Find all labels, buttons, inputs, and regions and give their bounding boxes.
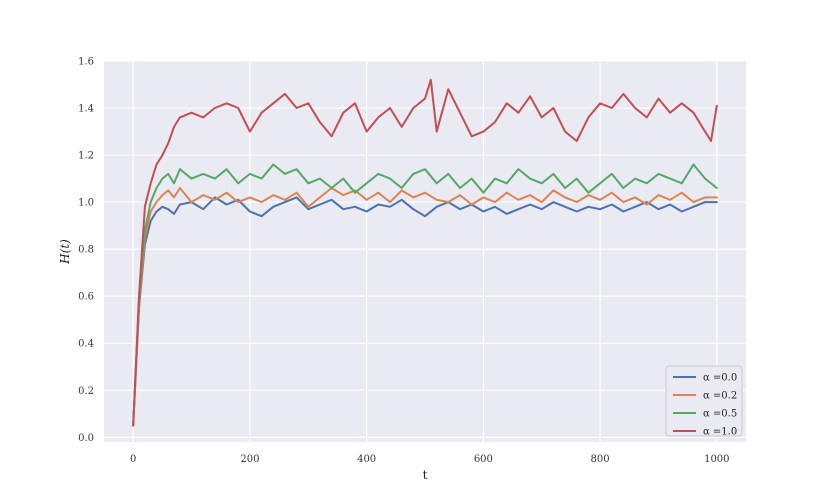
series-line-2 [132,163,718,427]
x-tick-labels: 0 200 400 600 800 1000 [130,454,730,465]
x-tick-label: 400 [357,454,376,465]
y-tick-label: 0.6 [78,292,94,303]
legend-entry: α =0.2 [703,391,737,402]
x-tick-label: 1000 [704,454,729,465]
legend-entry: α =0.5 [703,409,737,420]
series-line-1 [132,187,718,427]
plot-area [104,61,746,442]
legend-entry: α =0.0 [703,373,737,384]
y-tick-label: 0.0 [78,433,94,444]
x-axis-label: t [423,468,428,482]
legend-box [665,365,743,437]
y-tick-label: 1.4 [78,104,94,115]
x-tick-label: 800 [591,454,610,465]
x-tick-label: 0 [130,454,136,465]
series-line-3 [132,78,718,427]
y-tick-labels: 0.0 0.2 0.4 0.6 0.8 1.0 1.2 1.4 1.6 [78,57,94,444]
y-tick-label: 1.2 [78,151,94,162]
y-axis-label: H(t) [58,239,72,265]
y-tick-label: 0.8 [78,245,94,256]
series-layer [132,78,718,427]
y-tick-label: 0.2 [78,386,94,397]
y-tick-label: 1.6 [78,57,94,68]
legend: α =0.0 α =0.2 α =0.5 α =1.0 [665,365,743,438]
y-tick-label: 1.0 [78,198,94,209]
x-tick-label: 200 [240,454,259,465]
y-tick-label: 0.4 [78,339,94,350]
legend-entry: α =1.0 [703,427,737,438]
x-tick-label: 600 [474,454,493,465]
